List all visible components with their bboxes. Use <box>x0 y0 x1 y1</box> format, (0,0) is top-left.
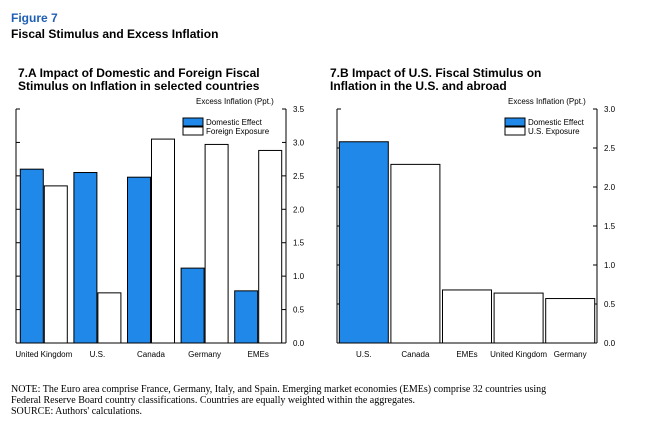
chart-a-legend-swatch <box>182 117 204 127</box>
chart-b-category-label: Germany <box>554 350 587 359</box>
chart-b-category-label: Canada <box>401 350 430 359</box>
chart-a-bar-domestic <box>19 168 44 344</box>
figure-notes: NOTE: The Euro area comprise France, Ger… <box>11 384 636 417</box>
chart-b-bar-exposure <box>442 289 492 344</box>
chart-a-category-label: Canada <box>137 350 166 359</box>
chart-b-ytick-label: 2.5 <box>604 144 616 153</box>
chart-a-category-label: EMEs <box>248 350 269 359</box>
chart-a-title-line2: Stimulus on Inflation in selected countr… <box>18 79 260 93</box>
chart-a-ylabel: Excess Inflation (Ppt.) <box>196 97 274 106</box>
chart-a-bar-domestic <box>73 172 98 344</box>
figure-label: Figure 7 <box>11 11 58 25</box>
chart-b-category-label: United Kingdom <box>490 350 547 359</box>
chart-b-title-line2: Inflation in the U.S. and abroad <box>330 79 507 93</box>
chart-b-ytick-label: 1.0 <box>604 261 616 270</box>
chart-b-legend-label: U.S. Exposure <box>528 127 580 136</box>
note-line-2: Federal Reserve Board country classifica… <box>11 395 416 406</box>
chart-b-bar-exposure <box>493 292 544 344</box>
chart-a-bar-exposure <box>97 292 122 344</box>
chart-b-legend-label: Domestic Effect <box>528 118 585 127</box>
chart-b-ylabel: Excess Inflation (Ppt.) <box>508 97 586 106</box>
chart-b-ytick-label: 2.0 <box>604 183 616 192</box>
figure-title: Fiscal Stimulus and Excess Inflation <box>11 27 219 41</box>
note-source: SOURCE: Authors' calculations. <box>11 406 142 417</box>
chart-a-legend-label: Domestic Effect <box>206 118 263 127</box>
chart-a-bar-domestic <box>234 290 259 344</box>
chart-a-ytick-label: 3.0 <box>293 138 305 147</box>
chart-a-category-label: U.S. <box>90 350 106 359</box>
chart-a-bar-domestic <box>127 176 151 344</box>
chart-a-ytick-label: 3.5 <box>293 105 305 114</box>
chart-a-title: 7.A Impact of Domestic and Foreign Fisca… <box>18 67 260 93</box>
chart-a-legend-label: Foreign Exposure <box>206 127 270 136</box>
chart-a-ytick-label: 2.0 <box>293 205 305 214</box>
chart-a-ytick-label: 1.0 <box>293 272 305 281</box>
chart-b-legend-swatch <box>504 126 526 136</box>
chart-b-ytick-label: 0.5 <box>604 300 616 309</box>
chart-a-bar-exposure <box>204 143 229 344</box>
chart-a-title-line1: 7.A Impact of Domestic and Foreign Fisca… <box>18 66 260 80</box>
chart-a-bar-domestic <box>180 267 205 344</box>
chart-b-title: 7.B Impact of U.S. Fiscal Stimulus on In… <box>330 67 541 93</box>
chart-b-legend-swatch <box>504 117 526 127</box>
chart-b-bar-domestic <box>338 141 389 344</box>
chart-a-bar-exposure <box>151 138 175 344</box>
chart-b-ytick-label: 3.0 <box>604 105 616 114</box>
chart-b-bar-exposure <box>545 298 596 344</box>
chart-b-title-line1: 7.B Impact of U.S. Fiscal Stimulus on <box>330 66 542 80</box>
chart-b-ytick-label: 0.0 <box>604 339 616 348</box>
chart-a-ytick-label: 1.5 <box>293 239 305 248</box>
chart-a-legend-swatch <box>182 126 204 136</box>
chart-a-bar-exposure <box>43 185 68 344</box>
chart-a-ytick-label: 2.5 <box>293 172 305 181</box>
chart-b-category-label: EMEs <box>456 350 477 359</box>
chart-a-ytick-label: 0.0 <box>293 339 305 348</box>
chart-b-category-label: U.S. <box>356 350 372 359</box>
chart-b-bar-exposure <box>390 163 441 344</box>
chart-a-category-label: United Kingdom <box>15 350 72 359</box>
chart-a-ytick-label: 0.5 <box>293 306 305 315</box>
chart-b-ytick-label: 1.5 <box>604 222 616 231</box>
chart-a-bar-exposure <box>258 149 283 344</box>
note-line-1: NOTE: The Euro area comprise France, Ger… <box>11 384 547 395</box>
chart-a-category-label: Germany <box>188 350 221 359</box>
